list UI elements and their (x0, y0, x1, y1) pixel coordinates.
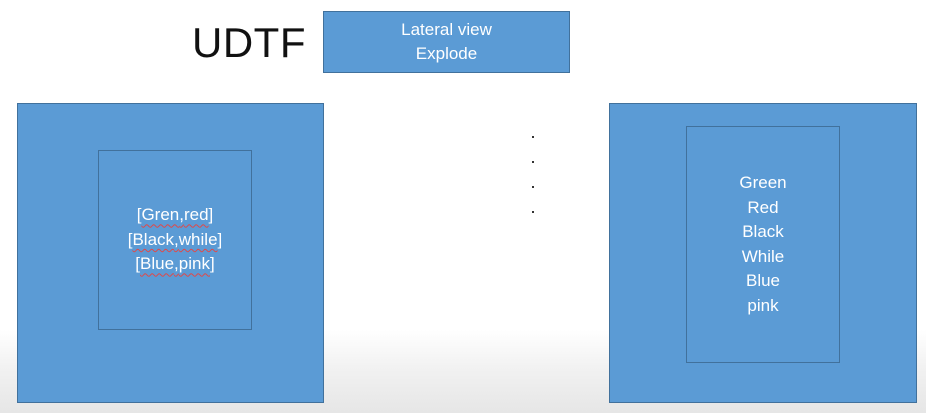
array-value: Black (132, 229, 175, 249)
array-value: pink (178, 254, 210, 274)
array-value: Gren (141, 205, 180, 225)
array-row-1: [Gren,red] (137, 203, 214, 228)
array-value: Blue (140, 254, 175, 274)
output-outer-box: Green Red Black While Blue pink (609, 103, 917, 403)
array-row-3: [Blue,pink] (135, 252, 214, 277)
array-value: red (183, 205, 209, 225)
dot (532, 211, 534, 213)
array-separator: , (174, 254, 179, 274)
ellipsis-dots (532, 136, 534, 236)
input-outer-box: [Gren,red] [Black,while] [Blue,pink] (17, 103, 324, 403)
exploded-values-box: Green Red Black While Blue pink (686, 126, 840, 363)
top-box-line-1: Lateral view (401, 20, 492, 39)
array-value: while (178, 229, 218, 249)
exploded-value: Black (742, 222, 784, 241)
bracket-open: [ (136, 205, 142, 225)
lateral-view-explode-box: Lateral view Explode (323, 11, 570, 73)
exploded-value: pink (747, 295, 779, 315)
array-separator: , (179, 205, 184, 225)
exploded-value: Red (747, 197, 779, 217)
dot (532, 161, 534, 163)
bracket-close: ] (208, 205, 214, 225)
array-separator: , (174, 229, 179, 249)
input-array-box: [Gren,red] [Black,while] [Blue,pink] (98, 150, 252, 330)
dot (532, 136, 534, 138)
exploded-value: Green (739, 173, 787, 192)
exploded-value: While (741, 246, 785, 266)
dot (532, 186, 534, 188)
bracket-close: ] (217, 229, 223, 249)
array-row-2: [Black,while] (128, 228, 223, 253)
bracket-open: [ (135, 254, 141, 274)
bracket-open: [ (127, 229, 133, 249)
top-box-line-2: Explode (415, 44, 478, 63)
diagram-title: UDTF (192, 19, 306, 66)
bracket-close: ] (209, 254, 215, 274)
exploded-value: Blue (745, 271, 781, 290)
